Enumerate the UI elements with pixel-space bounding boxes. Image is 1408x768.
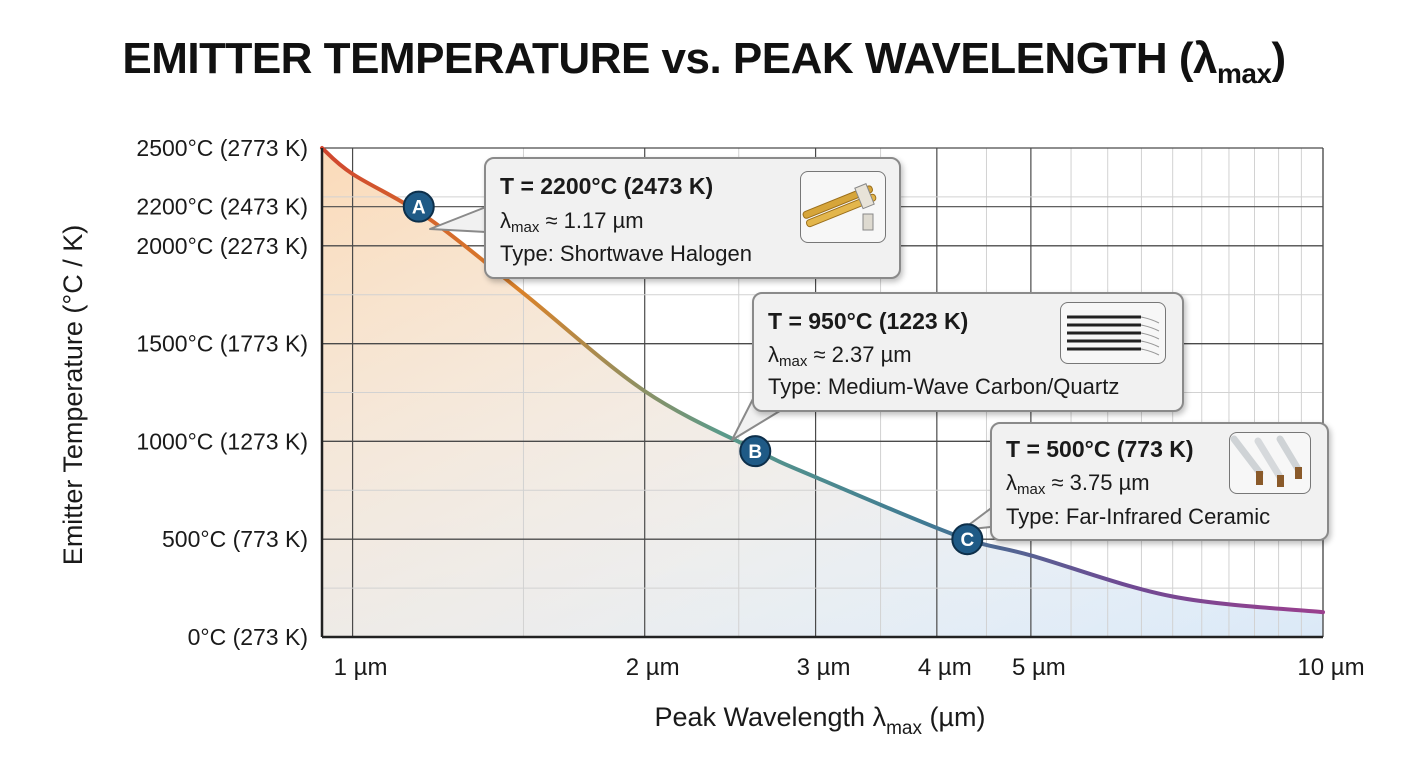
x-tick-label: 10 µm [1297,654,1364,681]
callout-b-wavelength: λmax ≈ 2.37 µm [768,342,912,370]
y-tick-label: 2500°C (2773 K) [136,135,308,161]
callout-pointer [429,206,487,233]
y-tick-label: 500°C (773 K) [162,526,308,552]
y-tick-label: 1000°C (1273 K) [136,428,308,454]
x-tick-label: 2 µm [626,654,680,681]
chart-title: EMITTER TEMPERATURE vs. PEAK WAVELENGTH … [122,34,1286,89]
curve-warm-glow [322,148,1323,637]
y-tick-label: 0°C (273 K) [188,624,308,650]
x-tick-label: 4 µm [918,654,972,681]
halogen-lamp-image [800,171,886,243]
y-axis-label: Emitter Temperature (°C / K) [58,225,88,565]
y-tick-label: 2000°C (2273 K) [136,233,308,259]
callout-a: T = 2200°C (2473 K) λmax ≈ 1.17 µm Type:… [484,157,901,279]
callout-b-type: Type: Medium-Wave Carbon/Quartz [768,374,1120,399]
x-tick-label: 3 µm [797,654,851,681]
callout-b: T = 950°C (1223 K) λmax ≈ 2.37 µm Type: … [752,292,1184,412]
callout-b-temperature: T = 950°C (1223 K) [768,308,969,334]
point-marker-c: C [951,523,984,556]
callout-c-temperature: T = 500°C (773 K) [1006,436,1194,462]
callout-c-wavelength: λmax ≈ 3.75 µm [1006,470,1150,498]
callout-c: T = 500°C (773 K) λmax ≈ 3.75 µm Type: F… [990,422,1329,541]
callout-a-type: Type: Shortwave Halogen [500,241,752,266]
ceramic-emitters-image [1229,432,1311,494]
y-tick-label: 2200°C (2473 K) [136,194,308,220]
callout-a-wavelength: λmax ≈ 1.17 µm [500,208,644,236]
y-tick-label: 1500°C (1773 K) [136,331,308,357]
x-axis-label: Peak Wavelength λmax (µm) [654,702,985,739]
x-tick-label: 5 µm [1012,654,1066,681]
carbon-quartz-tubes-image [1060,302,1166,364]
point-label: A [412,198,426,219]
callout-c-type: Type: Far-Infrared Ceramic [1006,504,1271,529]
x-tick-label: 1 µm [334,654,388,681]
point-label: B [748,442,762,463]
point-marker-b: B [739,435,772,468]
point-label: C [960,530,974,551]
point-marker-a: A [402,190,435,223]
callout-a-temperature: T = 2200°C (2473 K) [500,173,714,199]
